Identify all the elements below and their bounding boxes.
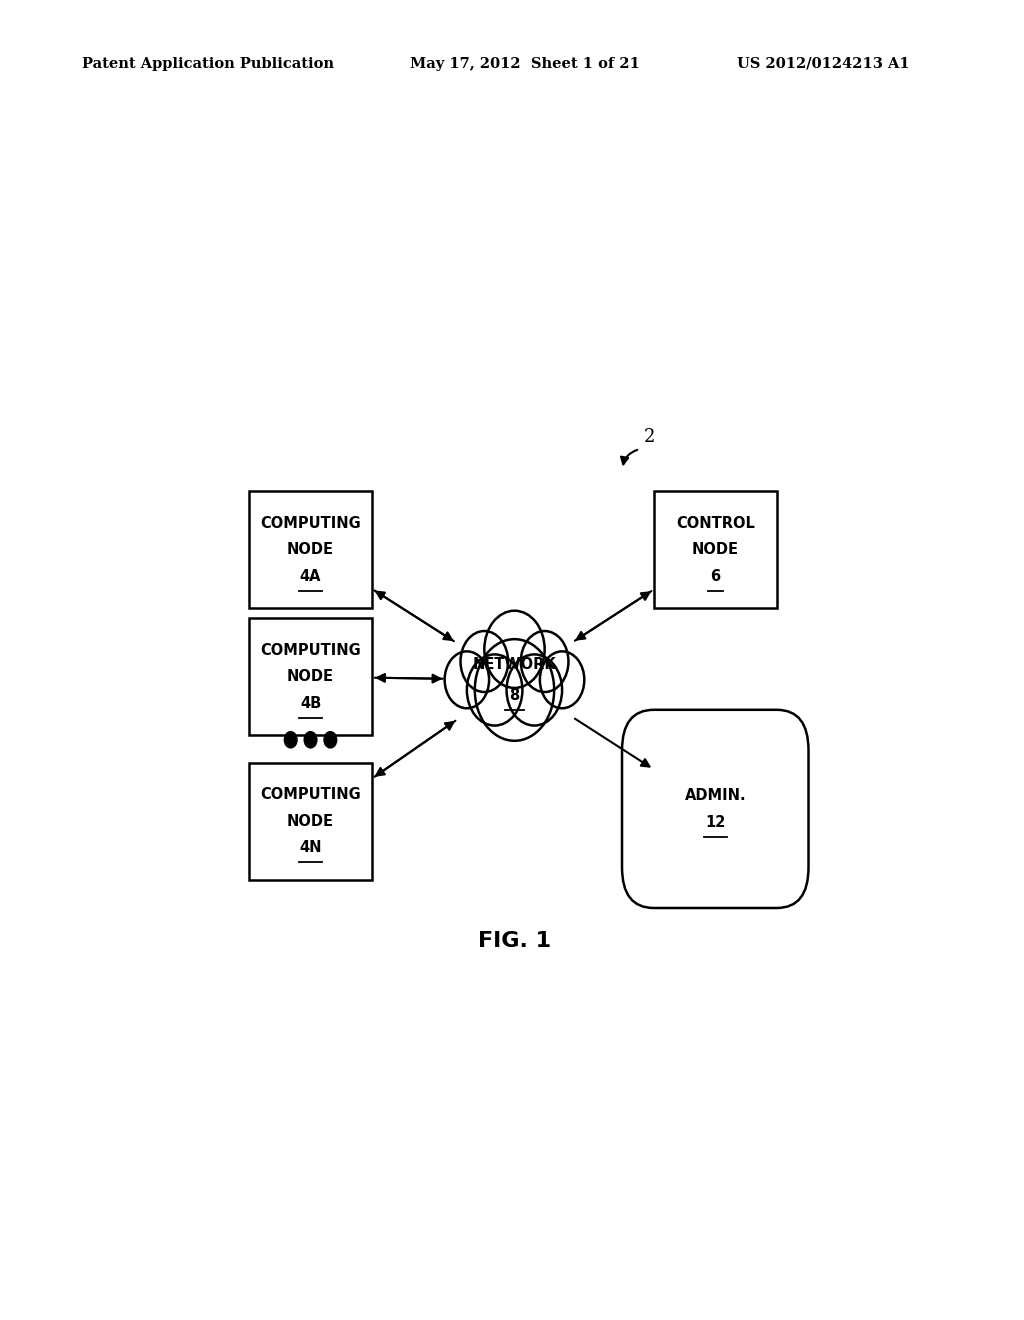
Circle shape bbox=[304, 731, 316, 748]
Text: US 2012/0124213 A1: US 2012/0124213 A1 bbox=[737, 57, 910, 71]
Text: COMPUTING: COMPUTING bbox=[260, 516, 360, 531]
FancyBboxPatch shape bbox=[249, 618, 372, 735]
Circle shape bbox=[285, 731, 297, 748]
Text: NODE: NODE bbox=[287, 669, 334, 684]
Circle shape bbox=[444, 651, 489, 709]
Text: 2: 2 bbox=[644, 428, 655, 446]
Text: 12: 12 bbox=[706, 814, 725, 829]
Circle shape bbox=[324, 731, 337, 748]
Circle shape bbox=[484, 611, 545, 688]
Ellipse shape bbox=[453, 630, 575, 731]
Circle shape bbox=[540, 651, 585, 709]
Text: 8: 8 bbox=[509, 688, 519, 702]
Text: ADMIN.: ADMIN. bbox=[684, 788, 746, 803]
Text: NODE: NODE bbox=[287, 813, 334, 829]
Text: Patent Application Publication: Patent Application Publication bbox=[82, 57, 334, 71]
Text: COMPUTING: COMPUTING bbox=[260, 643, 360, 657]
Text: NETWORK: NETWORK bbox=[473, 657, 556, 672]
Text: CONTROL: CONTROL bbox=[676, 516, 755, 531]
Text: NODE: NODE bbox=[692, 543, 738, 557]
FancyBboxPatch shape bbox=[249, 763, 372, 879]
Circle shape bbox=[521, 631, 568, 692]
Text: COMPUTING: COMPUTING bbox=[260, 787, 360, 803]
Text: 4B: 4B bbox=[300, 696, 322, 710]
Text: 4A: 4A bbox=[300, 569, 322, 583]
Text: FIG. 1: FIG. 1 bbox=[478, 931, 551, 950]
FancyBboxPatch shape bbox=[653, 491, 777, 609]
Text: May 17, 2012  Sheet 1 of 21: May 17, 2012 Sheet 1 of 21 bbox=[410, 57, 639, 71]
Circle shape bbox=[467, 655, 522, 726]
Text: 4N: 4N bbox=[299, 840, 322, 855]
Circle shape bbox=[461, 631, 508, 692]
Circle shape bbox=[475, 639, 554, 741]
Text: 6: 6 bbox=[711, 569, 720, 583]
Circle shape bbox=[507, 655, 562, 726]
Text: NODE: NODE bbox=[287, 543, 334, 557]
FancyBboxPatch shape bbox=[249, 491, 372, 609]
FancyBboxPatch shape bbox=[622, 710, 809, 908]
